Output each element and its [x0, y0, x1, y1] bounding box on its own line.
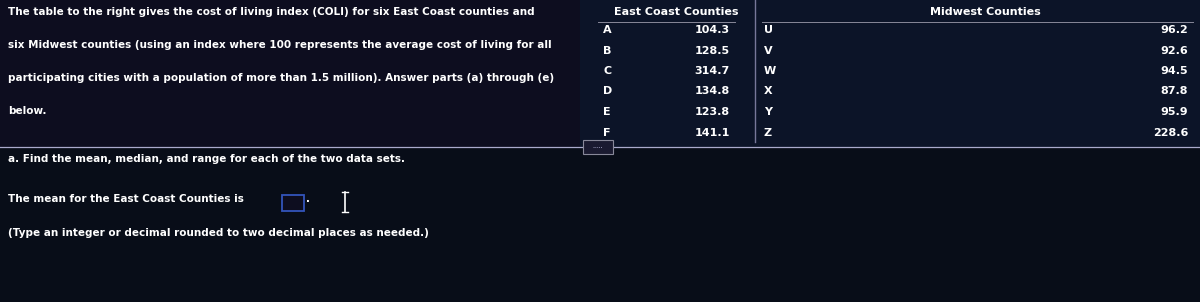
- Text: D: D: [604, 86, 612, 97]
- Text: participating cities with a population of more than 1.5 million). Answer parts (: participating cities with a population o…: [8, 73, 554, 83]
- Text: Midwest Counties: Midwest Counties: [930, 7, 1040, 17]
- Text: 128.5: 128.5: [695, 46, 730, 56]
- Text: 134.8: 134.8: [695, 86, 730, 97]
- Text: 94.5: 94.5: [1160, 66, 1188, 76]
- FancyBboxPatch shape: [583, 140, 613, 154]
- Text: 104.3: 104.3: [695, 25, 730, 35]
- Text: Y: Y: [764, 107, 772, 117]
- Text: X: X: [764, 86, 773, 97]
- Text: .....: .....: [593, 144, 604, 149]
- Text: 141.1: 141.1: [695, 127, 730, 137]
- Text: East Coast Counties: East Coast Counties: [614, 7, 739, 17]
- Text: 314.7: 314.7: [695, 66, 730, 76]
- Text: .: .: [306, 194, 310, 204]
- Text: 123.8: 123.8: [695, 107, 730, 117]
- Text: six Midwest counties (using an index where 100 represents the average cost of li: six Midwest counties (using an index whe…: [8, 40, 552, 50]
- Text: a. Find the mean, median, and range for each of the two data sets.: a. Find the mean, median, and range for …: [8, 154, 406, 164]
- Text: The mean for the East Coast Counties is: The mean for the East Coast Counties is: [8, 194, 244, 204]
- Text: Z: Z: [764, 127, 772, 137]
- Text: A: A: [604, 25, 612, 35]
- Text: F: F: [604, 127, 611, 137]
- Text: W: W: [764, 66, 776, 76]
- Text: U: U: [764, 25, 773, 35]
- Text: 95.9: 95.9: [1160, 107, 1188, 117]
- Text: The table to the right gives the cost of living index (COLI) for six East Coast : The table to the right gives the cost of…: [8, 7, 535, 17]
- Bar: [0, 147, 1200, 302]
- Text: 92.6: 92.6: [1160, 46, 1188, 56]
- Text: 87.8: 87.8: [1160, 86, 1188, 97]
- Bar: [580, 0, 1200, 147]
- Bar: [282, 195, 304, 211]
- Text: E: E: [604, 107, 611, 117]
- Bar: [0, 0, 1200, 147]
- Text: 228.6: 228.6: [1153, 127, 1188, 137]
- Text: V: V: [764, 46, 773, 56]
- Text: below.: below.: [8, 106, 47, 116]
- Text: C: C: [604, 66, 611, 76]
- Text: (Type an integer or decimal rounded to two decimal places as needed.): (Type an integer or decimal rounded to t…: [8, 228, 428, 238]
- Text: 96.2: 96.2: [1160, 25, 1188, 35]
- Text: B: B: [604, 46, 611, 56]
